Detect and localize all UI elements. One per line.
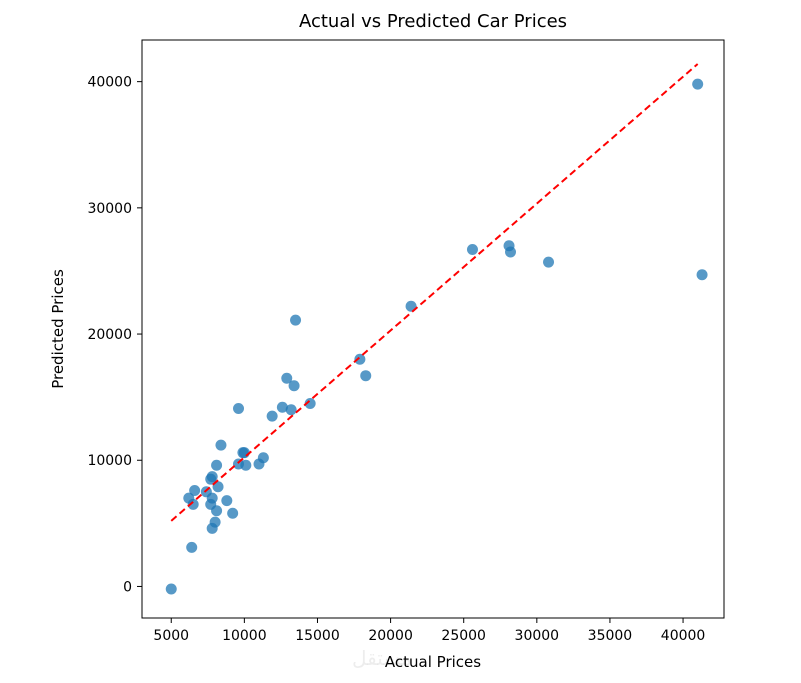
data-point [189, 485, 201, 497]
data-point [187, 498, 199, 510]
y-tick-label: 10000 [87, 453, 132, 469]
x-tick-label: 20000 [368, 628, 413, 644]
data-point [543, 256, 555, 268]
x-tick-label: 25000 [441, 628, 486, 644]
data-point [206, 471, 218, 483]
data-point [288, 380, 300, 392]
data-point [233, 403, 245, 415]
data-point [240, 459, 252, 471]
data-point [209, 516, 221, 528]
x-axis-label: Actual Prices [385, 653, 481, 671]
data-point [238, 447, 250, 459]
data-point [227, 507, 239, 519]
data-point [505, 246, 517, 258]
watermark: مستقل [352, 646, 412, 670]
x-tick-label: 15000 [295, 628, 340, 644]
x-tick-label: 40000 [661, 628, 706, 644]
x-tick-label: 10000 [222, 628, 267, 644]
data-point [266, 410, 278, 422]
data-point [211, 505, 223, 517]
data-point [211, 459, 223, 471]
y-axis-ticks: 0 10000 20000 30000 40000 [87, 75, 142, 595]
data-point [186, 541, 198, 553]
data-point [206, 492, 218, 504]
x-axis-ticks: 5000 10000 15000 20000 25000 30000 35000 40000 [153, 618, 705, 644]
data-point [257, 452, 269, 464]
data-point [696, 269, 708, 281]
data-point [221, 495, 233, 507]
data-point [276, 401, 288, 413]
y-tick-label: 40000 [87, 75, 132, 91]
data-point [285, 404, 297, 416]
data-point [212, 481, 224, 493]
data-point [281, 372, 293, 384]
data-point [360, 370, 372, 382]
data-point [354, 353, 366, 365]
y-axis-label: Predicted Prices [49, 269, 67, 389]
data-point [165, 583, 177, 595]
data-point [290, 314, 302, 326]
x-tick-label: 30000 [515, 628, 560, 644]
data-points [165, 78, 708, 595]
data-point [466, 243, 478, 255]
data-point [692, 78, 704, 90]
y-tick-label: 20000 [87, 327, 132, 343]
chart-title: Actual vs Predicted Car Prices [299, 11, 567, 32]
data-point [304, 397, 316, 409]
perfect-prediction-line [170, 63, 699, 522]
y-tick-label: 0 [123, 579, 132, 595]
x-tick-label: 35000 [588, 628, 633, 644]
plot-frame [141, 39, 725, 619]
y-tick-label: 30000 [87, 201, 132, 217]
x-tick-label: 5000 [153, 628, 189, 644]
data-point [215, 439, 227, 451]
